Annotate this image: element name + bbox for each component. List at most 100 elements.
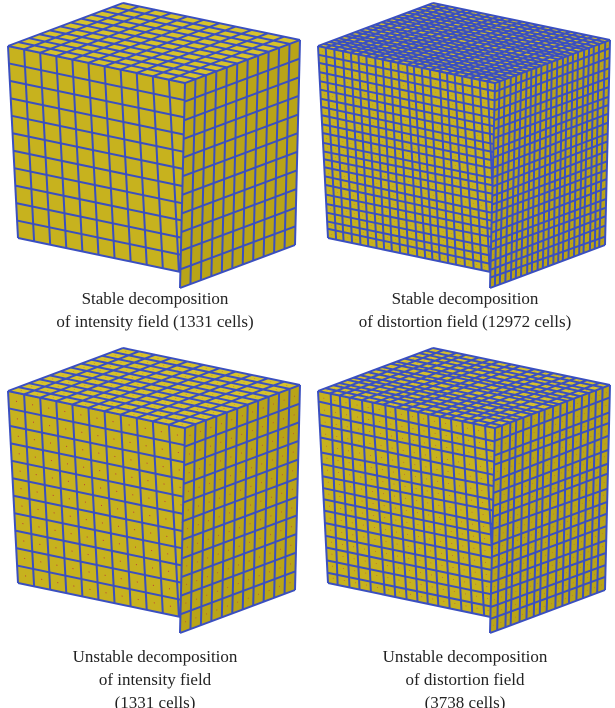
cell-seed	[393, 187, 394, 188]
cell-seed	[358, 429, 359, 430]
cell-seed	[401, 188, 402, 189]
cell-seed	[446, 146, 447, 147]
cell-seed	[408, 546, 409, 547]
cell-seed	[442, 577, 443, 578]
cell-seed	[327, 138, 328, 139]
cell-seed	[398, 127, 399, 128]
cell-seed	[440, 529, 441, 530]
cell-seed	[412, 416, 413, 417]
cell-seed	[467, 81, 468, 82]
cell-seed	[164, 501, 165, 502]
cell-seed	[410, 207, 411, 208]
cell-seed	[381, 457, 382, 458]
cell-seed	[388, 246, 389, 247]
cell-seed	[20, 471, 21, 472]
cell-seed	[348, 238, 349, 239]
cell-seed	[464, 569, 465, 570]
cell-seed	[466, 228, 467, 229]
cell-seed	[130, 442, 131, 443]
cell-seed	[484, 102, 485, 103]
cell-seed	[418, 536, 419, 537]
cell-seed	[351, 152, 352, 153]
cell-seed	[461, 123, 462, 124]
cell-seed	[439, 162, 440, 163]
cell-seed	[386, 64, 387, 65]
cell-seed	[478, 135, 479, 136]
cell-seed	[335, 140, 336, 141]
cell-seed	[462, 545, 463, 546]
cell-seed	[335, 149, 336, 150]
cell-seed	[491, 468, 492, 469]
cell-seed	[449, 198, 450, 199]
cell-seed	[374, 140, 375, 141]
cell-seed	[57, 582, 58, 583]
cell-seed	[475, 584, 476, 585]
cell-seed	[326, 121, 327, 122]
caption: Unstable decomposition	[73, 647, 238, 666]
cell-seed	[424, 431, 425, 432]
cell-seed	[448, 471, 449, 472]
cell-seed	[445, 128, 446, 129]
cell-seed	[324, 410, 325, 411]
cell-seed	[472, 186, 473, 187]
cell-seed	[486, 586, 487, 587]
cell-seed	[332, 566, 333, 567]
cell-seed	[435, 433, 436, 434]
cell-seed	[479, 442, 480, 443]
cell-seed	[430, 551, 431, 552]
cell-seed	[81, 432, 82, 433]
cell-seed	[359, 145, 360, 146]
cell-seed	[84, 484, 85, 485]
cell-seed	[421, 596, 422, 597]
cell-seed	[18, 436, 19, 437]
cell-seed	[347, 220, 348, 221]
cell-seed	[451, 543, 452, 544]
cell-seed	[385, 194, 386, 195]
cell-seed	[477, 126, 478, 127]
cell-seed	[401, 197, 402, 198]
cell-seed	[443, 240, 444, 241]
cell-seed	[413, 428, 414, 429]
cell-seed	[21, 506, 22, 507]
cell-seed	[372, 491, 373, 492]
cell-seed	[326, 129, 327, 130]
cell-seed	[354, 213, 355, 214]
cell-seed	[489, 198, 490, 199]
cell-seed	[113, 438, 114, 439]
cell-seed	[327, 458, 328, 459]
cell-seed	[38, 526, 39, 527]
cell-seed	[331, 542, 332, 543]
cell-seed	[488, 189, 489, 190]
cell-seed	[480, 454, 481, 455]
cell-seed	[361, 189, 362, 190]
cell-seed	[344, 580, 345, 581]
cell-seed	[147, 463, 148, 464]
cell-seed	[138, 599, 139, 600]
cell-seed	[429, 116, 430, 117]
cell-seed	[85, 502, 86, 503]
cell-seed	[327, 470, 328, 471]
cell-seed	[487, 163, 488, 164]
cell-seed	[332, 96, 333, 97]
cell-seed	[413, 113, 414, 114]
cell-seed	[355, 222, 356, 223]
cell-seed	[398, 136, 399, 137]
cell-seed	[71, 533, 72, 534]
cell-seed	[477, 118, 478, 119]
cell-seed	[424, 443, 425, 444]
cell-seed	[438, 493, 439, 494]
cell-seed	[372, 87, 373, 88]
cell-seed	[32, 404, 33, 405]
cell-seed	[480, 188, 481, 189]
cell-seed	[130, 459, 131, 460]
cell-seed	[100, 487, 101, 488]
cell-seed	[426, 467, 427, 468]
cell-seed	[72, 551, 73, 552]
cell-seed	[364, 94, 365, 95]
cell-seed	[471, 160, 472, 161]
cell-seed	[443, 601, 444, 602]
cell-seed	[373, 122, 374, 123]
cell-seed	[462, 141, 463, 142]
cell-seed	[407, 164, 408, 165]
cell-seed	[72, 568, 73, 569]
